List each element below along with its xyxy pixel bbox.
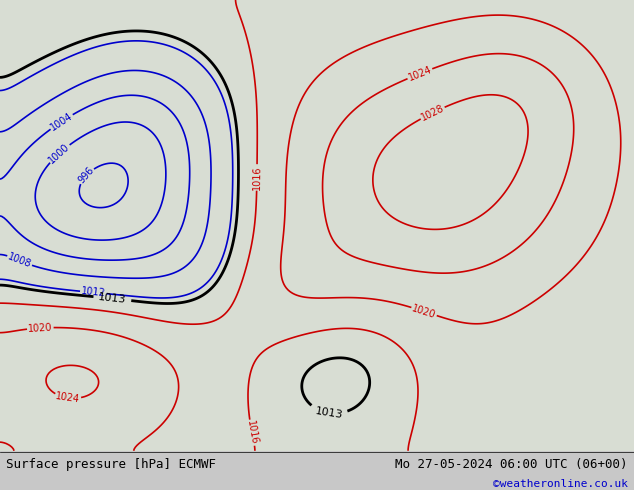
Polygon shape xyxy=(0,0,634,451)
Text: 1013: 1013 xyxy=(314,406,343,420)
Text: 1008: 1008 xyxy=(6,252,33,270)
Text: 1028: 1028 xyxy=(419,103,446,123)
Text: ©weatheronline.co.uk: ©weatheronline.co.uk xyxy=(493,479,628,489)
Text: 1016: 1016 xyxy=(252,165,262,190)
Text: 996: 996 xyxy=(77,166,96,186)
Text: 1013: 1013 xyxy=(98,292,127,305)
Text: 1024: 1024 xyxy=(55,391,81,405)
Text: 1016: 1016 xyxy=(245,420,259,445)
Text: 1024: 1024 xyxy=(406,64,433,83)
Text: 1020: 1020 xyxy=(411,303,437,320)
Text: 1012: 1012 xyxy=(81,286,106,298)
Text: 1004: 1004 xyxy=(49,111,74,133)
Text: Mo 27-05-2024 06:00 UTC (06+00): Mo 27-05-2024 06:00 UTC (06+00) xyxy=(395,458,628,471)
Text: 1020: 1020 xyxy=(28,322,53,334)
Text: 1000: 1000 xyxy=(47,141,72,165)
Text: Surface pressure [hPa] ECMWF: Surface pressure [hPa] ECMWF xyxy=(6,458,216,471)
